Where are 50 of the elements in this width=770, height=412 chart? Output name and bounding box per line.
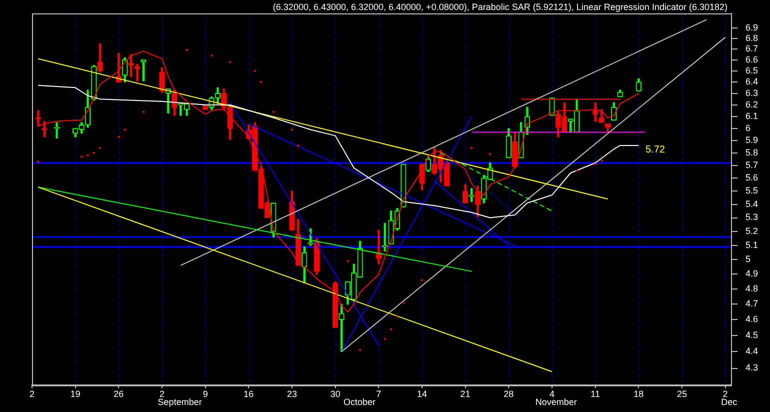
y-tick-label: 6 xyxy=(745,122,751,133)
x-tick-label: 4 xyxy=(549,389,554,400)
y-tick-label: 5.2 xyxy=(745,226,758,236)
x-tick-label: 23 xyxy=(286,389,297,400)
y-tick-label: 4.6 xyxy=(745,314,758,324)
x-tick-label: 7 xyxy=(376,389,382,400)
y-tick-label: 6.7 xyxy=(745,44,758,54)
y-tick-label: 5.3 xyxy=(745,212,758,222)
y-tick-label: 4.9 xyxy=(745,268,758,279)
y-tick-label: 4.7 xyxy=(745,298,758,309)
y-tick-label: 4.8 xyxy=(745,284,758,294)
y-tick-label: 6.4 xyxy=(745,76,758,86)
text: November xyxy=(535,397,577,408)
ref-line-label: 5.72 xyxy=(645,144,666,156)
text: Dec xyxy=(721,397,738,408)
x-tick-label: 9 xyxy=(202,389,208,400)
y-tick-label: 4.4 xyxy=(745,346,758,356)
x-tick-label: 14 xyxy=(416,389,427,400)
text: September xyxy=(158,397,202,408)
y-tick-label: 5.7 xyxy=(745,160,758,170)
y-tick-label: 5 xyxy=(745,254,751,264)
chart-title: (6.32000, 6.43000, 6.32000, 6.40000, +0.08000), Parabolic SAR (5.92121), Linear Regression Indicator (6.30182) xyxy=(272,2,728,12)
x-tick-label: 26 xyxy=(114,389,124,400)
x-tick-label: 30 xyxy=(330,389,340,400)
y-tick-label: 5.4 xyxy=(745,198,758,209)
x-tick-label: 2 xyxy=(159,389,164,400)
y-tick-label: 6.3 xyxy=(745,88,758,98)
x-tick-label: 16 xyxy=(244,389,254,400)
y-tick-label: 6.2 xyxy=(745,99,758,110)
y-tick-label: 6.6 xyxy=(745,54,758,64)
text: October xyxy=(344,397,376,408)
x-tick-label: 2 xyxy=(722,389,728,400)
x-tick-label: 28 xyxy=(504,389,514,400)
y-tick-label: 5.9 xyxy=(745,135,758,146)
x-tick-label: 19 xyxy=(70,389,80,400)
y-tick-label: 4.3 xyxy=(745,362,758,373)
x-tick-label: 11 xyxy=(590,389,600,400)
y-tick-label: 6.9 xyxy=(745,22,758,32)
y-tick-label: 6.1 xyxy=(745,111,758,122)
y-tick-label: 5.5 xyxy=(745,186,758,196)
x-tick-label: 18 xyxy=(634,389,644,400)
x-tick-label: 2 xyxy=(29,389,35,400)
y-tick-label: 6.5 xyxy=(745,65,758,76)
y-tick-label: 5.6 xyxy=(745,172,758,183)
y-tick-label: 6.8 xyxy=(745,32,758,43)
x-tick-label: 21 xyxy=(460,389,470,400)
y-tick-label: 5.1 xyxy=(745,240,758,250)
y-tick-label: 4.5 xyxy=(745,330,758,340)
x-tick-label: 25 xyxy=(676,389,687,400)
y-tick-label: 5.8 xyxy=(745,147,758,158)
